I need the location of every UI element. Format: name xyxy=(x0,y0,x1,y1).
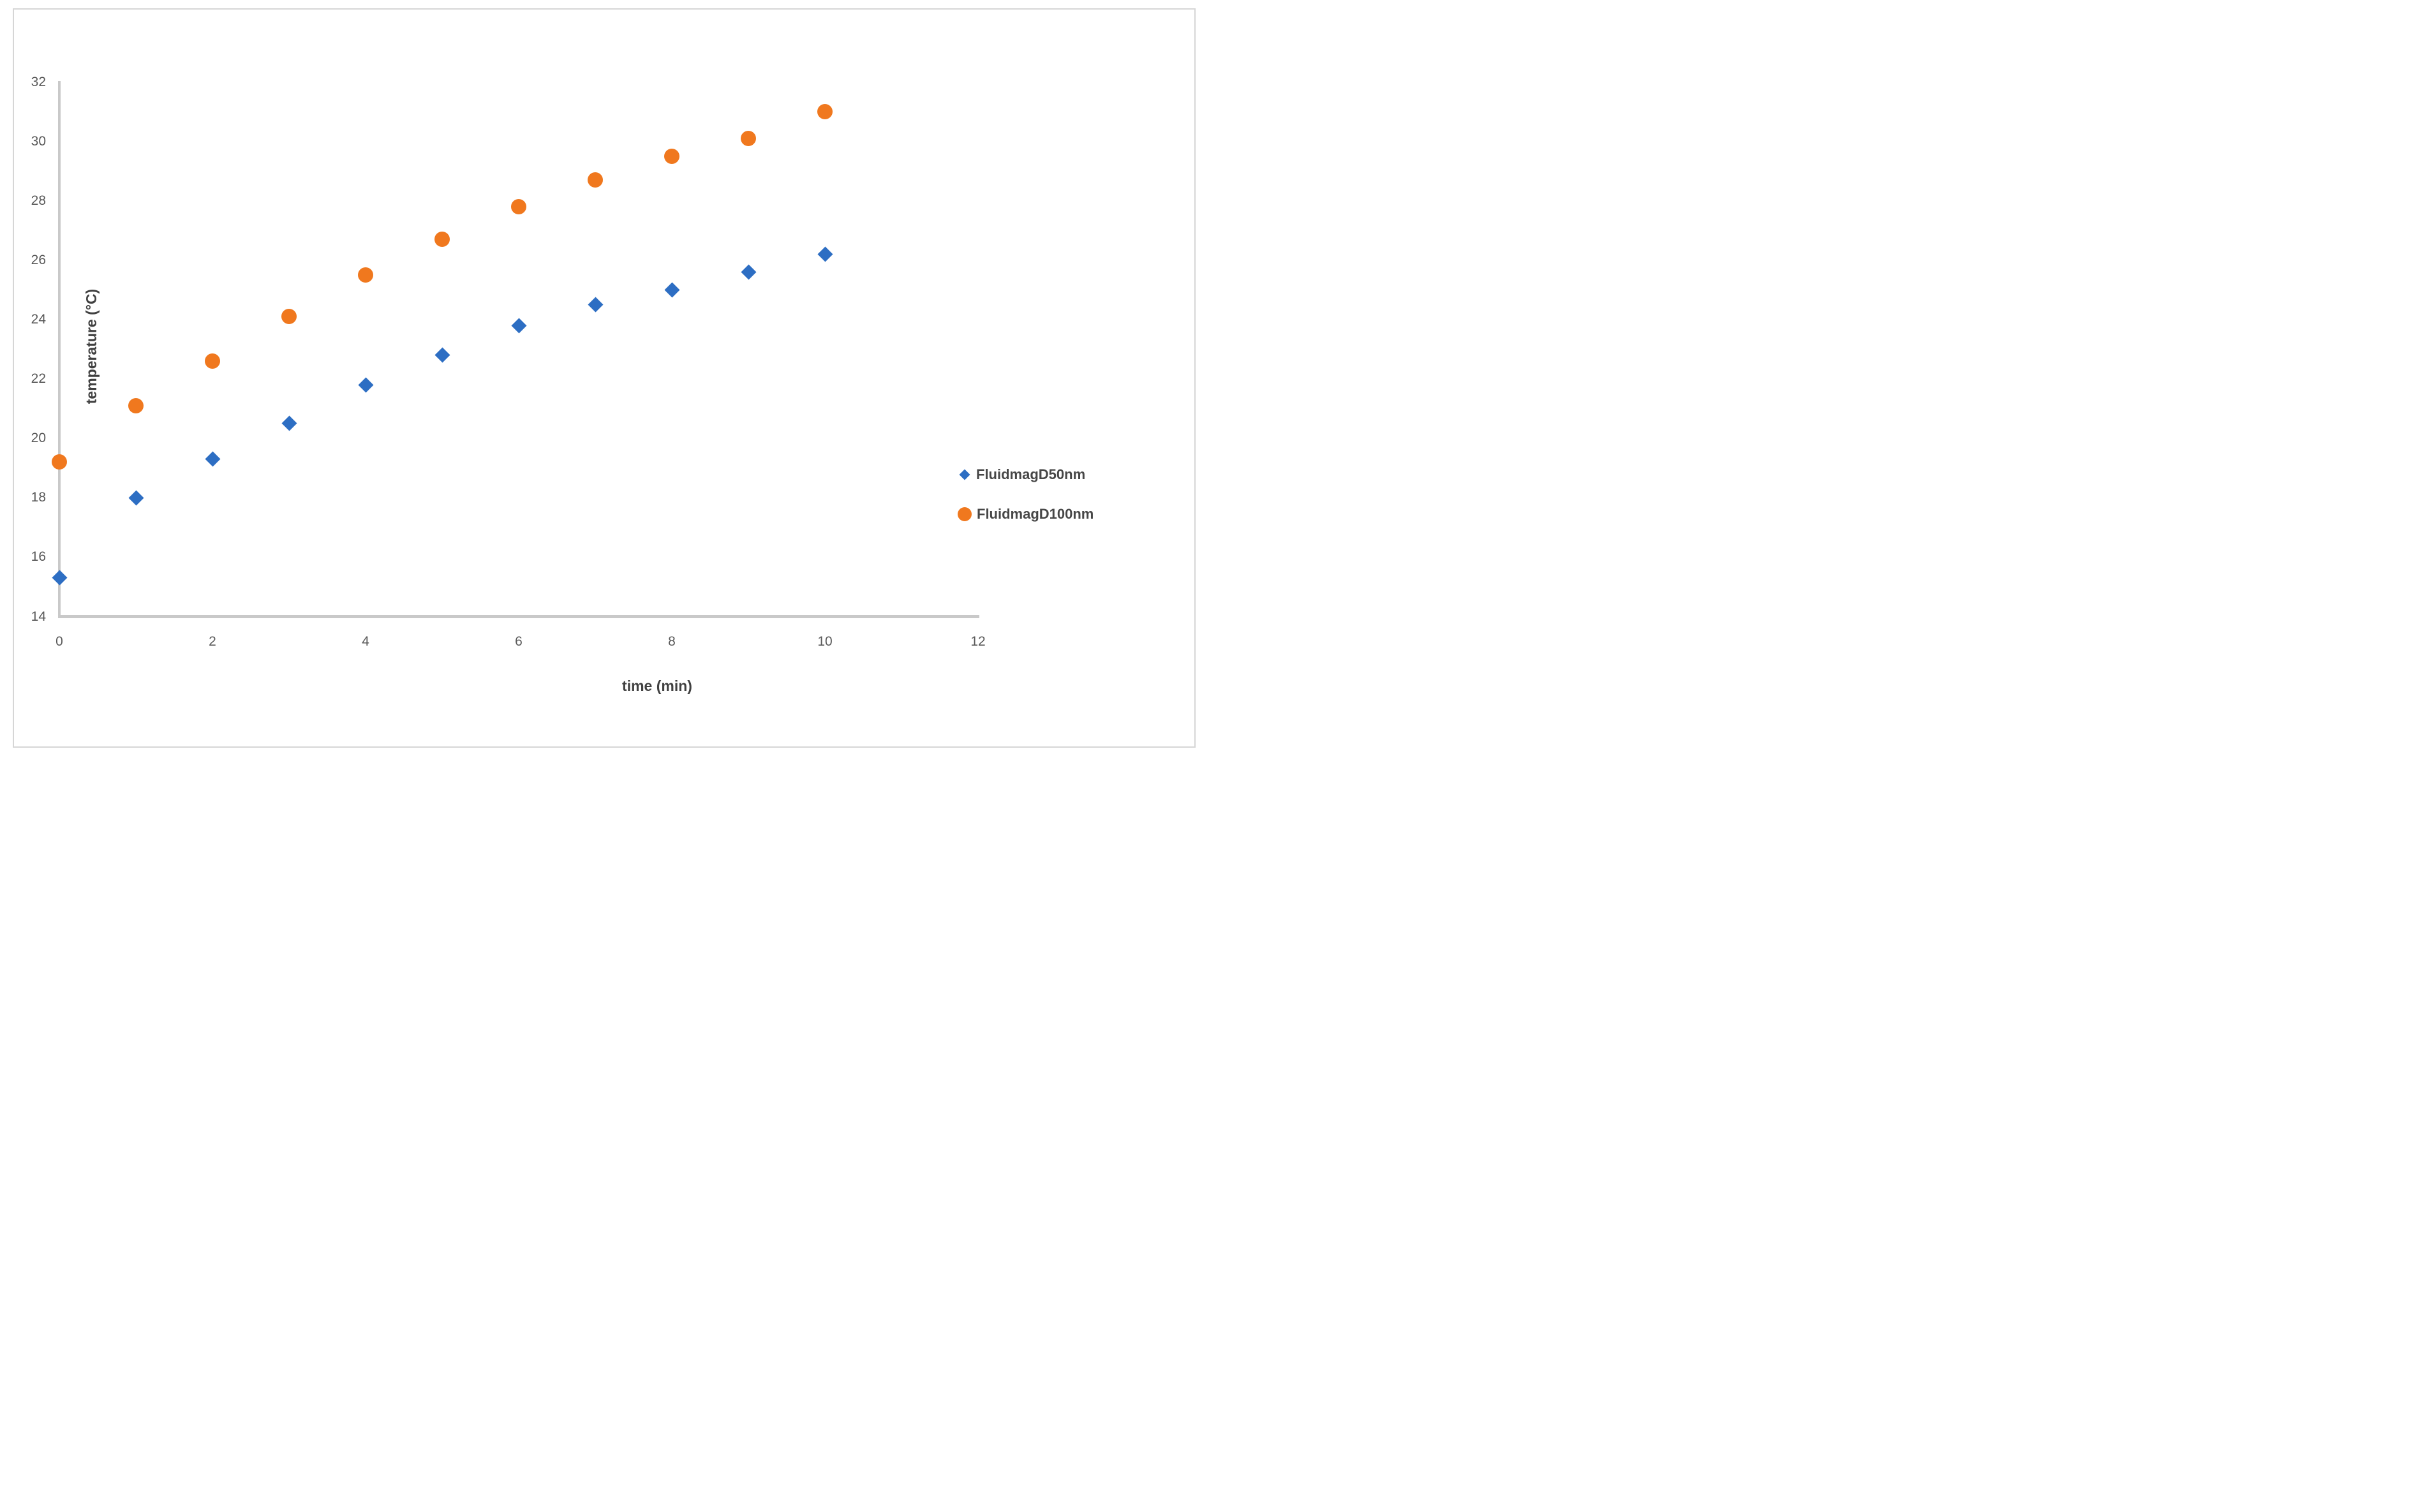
data-point-FluidmagD100nm-x3 xyxy=(281,309,297,325)
y-tick-label: 14 xyxy=(31,609,46,624)
x-tick-label: 10 xyxy=(817,634,833,649)
x-tick-label: 0 xyxy=(56,634,63,649)
y-tick-label: 18 xyxy=(31,490,46,505)
legend-label: FluidmagD100nm xyxy=(977,506,1094,522)
data-point-FluidmagD100nm-x5 xyxy=(434,232,450,248)
y-axis-title: temperature (°C) xyxy=(83,288,100,404)
data-point-FluidmagD100nm-x1 xyxy=(128,397,144,413)
data-point-FluidmagD100nm-x7 xyxy=(588,172,603,188)
data-point-FluidmagD100nm-x9 xyxy=(741,131,756,147)
diamond-marker-icon xyxy=(959,469,970,480)
y-tick-label: 28 xyxy=(31,193,46,208)
legend: FluidmagD50nm FluidmagD100nm xyxy=(958,466,1094,545)
y-tick-label: 24 xyxy=(31,312,46,327)
legend-label: FluidmagD50nm xyxy=(976,466,1086,482)
x-tick-label: 8 xyxy=(668,634,676,649)
scatter-chart-page: 14 16 18 20 22 24 26 28 30 32 0 2 4 6 8 10 12 time (min… xyxy=(0,0,1206,756)
data-point-FluidmagD100nm-x4 xyxy=(358,267,373,283)
y-axis-line xyxy=(58,81,61,618)
x-tick-label: 2 xyxy=(209,634,216,649)
y-tick-label: 20 xyxy=(31,431,46,446)
data-point-FluidmagD100nm-x6 xyxy=(511,199,526,215)
legend-entry-fluidmagd100nm: FluidmagD100nm xyxy=(958,506,1094,523)
y-tick-label: 16 xyxy=(31,549,46,565)
y-tick-label: 32 xyxy=(31,74,46,89)
y-tick-label: 22 xyxy=(31,371,46,387)
x-tick-label: 12 xyxy=(970,634,986,649)
x-tick-label: 6 xyxy=(515,634,523,649)
data-point-FluidmagD100nm-x0 xyxy=(52,454,67,470)
data-point-FluidmagD100nm-x2 xyxy=(205,353,220,369)
chart-outer-border xyxy=(13,8,1196,748)
data-point-FluidmagD100nm-x8 xyxy=(664,148,679,164)
y-tick-label: 30 xyxy=(31,133,46,149)
y-tick-label: 26 xyxy=(31,252,46,267)
x-axis-line xyxy=(58,615,979,618)
circle-marker-icon xyxy=(958,507,972,521)
x-axis-title: time (min) xyxy=(622,678,692,694)
data-point-FluidmagD100nm-x10 xyxy=(817,104,833,120)
x-tick-label: 4 xyxy=(362,634,369,649)
legend-entry-fluidmagd50nm: FluidmagD50nm xyxy=(959,466,1094,483)
